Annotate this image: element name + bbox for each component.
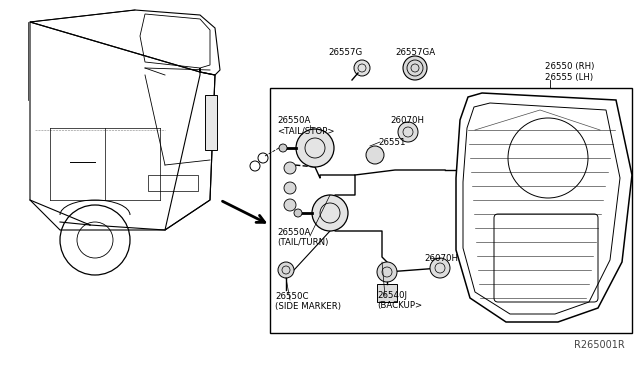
Text: 26070H: 26070H [424, 254, 458, 263]
Bar [270, 88, 632, 333]
Circle shape [296, 129, 334, 167]
Circle shape [398, 122, 418, 142]
Circle shape [278, 262, 294, 278]
Text: 26555 (LH): 26555 (LH) [545, 73, 593, 82]
Circle shape [430, 258, 450, 278]
Text: R265001R: R265001R [574, 340, 625, 350]
Circle shape [284, 182, 296, 194]
Text: 26550 (RH): 26550 (RH) [545, 62, 595, 71]
Circle shape [294, 209, 302, 217]
Text: (TAIL/TURN): (TAIL/TURN) [277, 238, 328, 247]
Bar [205, 95, 217, 150]
Text: 26550A: 26550A [277, 228, 310, 237]
Text: 26551: 26551 [378, 138, 406, 147]
Text: 26557GA: 26557GA [395, 48, 435, 57]
Bar [148, 175, 198, 191]
Circle shape [403, 56, 427, 80]
Circle shape [366, 146, 384, 164]
Circle shape [354, 60, 370, 76]
Circle shape [284, 162, 296, 174]
Text: 26550C: 26550C [275, 292, 308, 301]
Text: <TAIL/STOP>: <TAIL/STOP> [277, 126, 335, 135]
Circle shape [279, 144, 287, 152]
Text: 26557G: 26557G [328, 48, 362, 57]
Circle shape [284, 199, 296, 211]
Circle shape [377, 262, 397, 282]
Circle shape [312, 195, 348, 231]
Text: 26550A: 26550A [277, 116, 310, 125]
Text: 26540J: 26540J [377, 291, 407, 300]
Text: (SIDE MARKER): (SIDE MARKER) [275, 302, 341, 311]
Bar [377, 284, 397, 302]
Text: 26070H: 26070H [390, 116, 424, 125]
Text: (BACKUP>: (BACKUP> [377, 301, 422, 310]
